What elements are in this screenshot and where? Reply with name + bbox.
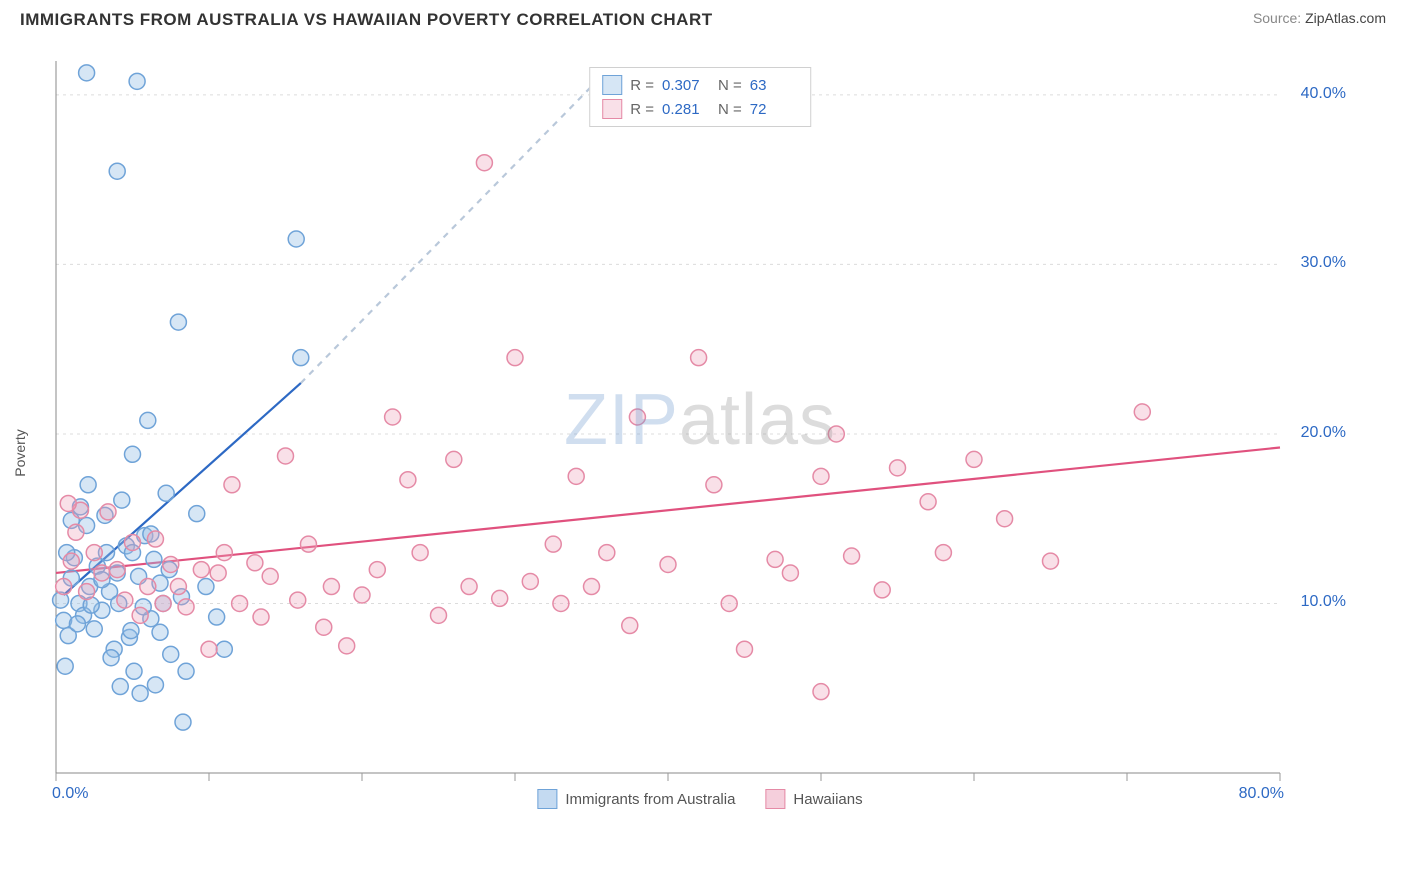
legend-r-label-1: R = (630, 101, 654, 118)
legend-row-series-1: R = 0.281 N = 72 (602, 97, 798, 121)
legend-item-swatch-0 (537, 789, 557, 809)
correlation-legend: R = 0.307 N = 63 R = 0.281 N = 72 (589, 67, 811, 127)
legend-r-label-0: R = (630, 77, 654, 94)
legend-item-0: Immigrants from Australia (537, 789, 735, 809)
source-label: Source: (1253, 10, 1305, 26)
series-legend: Immigrants from Australia Hawaiians (537, 789, 862, 809)
legend-n-value-0: 63 (750, 77, 798, 94)
legend-n-value-1: 72 (750, 101, 798, 118)
y-axis-label: Poverty (12, 429, 28, 476)
legend-r-value-1: 0.281 (662, 101, 710, 118)
legend-n-label-0: N = (718, 77, 742, 94)
plot-area: ZIPatlas R = 0.307 N = 63 R = 0.281 N = … (50, 55, 1350, 815)
legend-swatch-0 (602, 75, 622, 95)
chart-title: IMMIGRANTS FROM AUSTRALIA VS HAWAIIAN PO… (20, 10, 713, 30)
chart-container: Poverty ZIPatlas R = 0.307 N = 63 R = 0.… (50, 55, 1380, 835)
legend-n-label-1: N = (718, 101, 742, 118)
axis-tick-label: 80.0% (1239, 785, 1284, 803)
legend-item-swatch-1 (765, 789, 785, 809)
legend-item-1: Hawaiians (765, 789, 862, 809)
axis-tick-label: 30.0% (1301, 254, 1346, 272)
axis-tick-label: 20.0% (1301, 424, 1346, 442)
legend-item-label-0: Immigrants from Australia (565, 791, 735, 808)
legend-row-series-0: R = 0.307 N = 63 (602, 73, 798, 97)
legend-item-label-1: Hawaiians (793, 791, 862, 808)
source-name: ZipAtlas.com (1305, 10, 1386, 26)
axis-tick-label: 0.0% (52, 785, 88, 803)
source-attribution: Source: ZipAtlas.com (1253, 10, 1386, 26)
axis-tick-label: 40.0% (1301, 85, 1346, 103)
axis-tick-label: 10.0% (1301, 593, 1346, 611)
scatter-chart (50, 55, 1350, 815)
legend-r-value-0: 0.307 (662, 77, 710, 94)
legend-swatch-1 (602, 99, 622, 119)
